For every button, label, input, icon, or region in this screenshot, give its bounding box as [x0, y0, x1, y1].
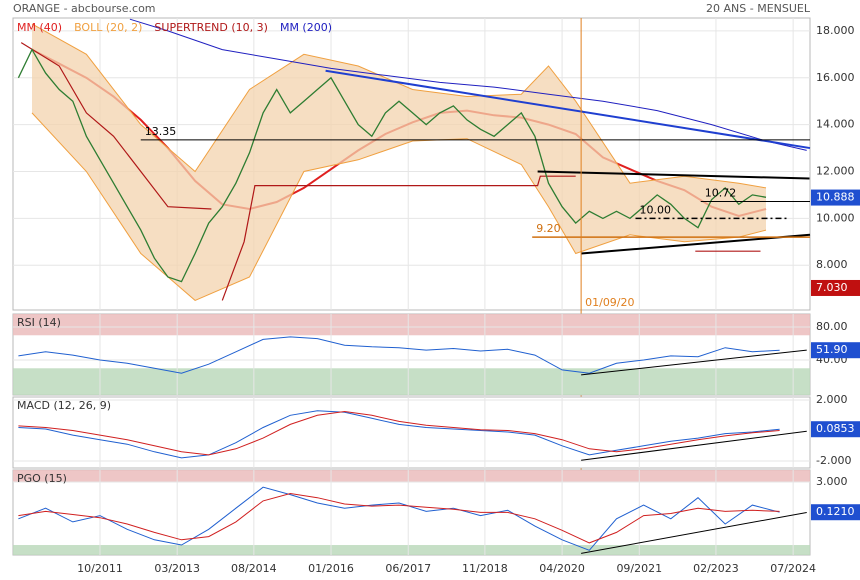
- y-tick-label: 3.000: [816, 475, 848, 488]
- y-tick-label: 2.000: [816, 393, 848, 406]
- value-badge-label: 51.90: [816, 343, 848, 356]
- header-period: 20 ANS - MENSUEL: [706, 2, 811, 15]
- value-badge: [811, 279, 860, 296]
- trend-line: [581, 511, 807, 554]
- value-badge: [811, 504, 860, 521]
- header-title: ORANGE - abcbourse.com: [13, 2, 156, 15]
- value-badge-label: 10.888: [816, 191, 855, 204]
- x-tick-label: 10/2011: [77, 562, 123, 575]
- value-badge: [811, 342, 860, 359]
- series-line: [17, 48, 767, 283]
- x-tick-label: 08/2014: [231, 562, 277, 575]
- legend-entry: BOLL (20, 2): [74, 21, 142, 34]
- x-tick-label: 02/2023: [693, 562, 739, 575]
- trend-line: [581, 349, 807, 376]
- panel-frame: [12, 469, 811, 556]
- panel: 18.000 16.000 14.000 12.000 10.000 8.000 13.35…: [12, 17, 860, 555]
- series-line: [18, 492, 780, 544]
- y-tick-label: 80.00: [816, 320, 848, 333]
- trend-line: [325, 69, 811, 150]
- x-tick-label: 04/2020: [539, 562, 585, 575]
- y-tick-label: 16.000: [816, 71, 855, 84]
- value-badge: [811, 189, 860, 206]
- panel-title: RSI (14): [17, 316, 61, 329]
- series-line: [18, 410, 780, 459]
- legend-entry: MM (40): [17, 21, 62, 34]
- y-tick-label: 10.000: [816, 211, 855, 224]
- value-badge-label: 0.1210: [816, 505, 855, 518]
- series-line: [18, 336, 780, 374]
- panel-frame: [12, 396, 811, 469]
- value-badge-label: 7.030: [816, 281, 848, 294]
- line-label: 10.72: [705, 186, 737, 199]
- zone: [13, 470, 810, 482]
- panel: 3.000 PGO (15) 0.1210 10/2011 03/2013 08/2014…: [12, 469, 860, 575]
- panel-title: PGO (15): [17, 472, 67, 485]
- y-tick-label: 8.000: [816, 258, 848, 271]
- x-tick-label: 11/2018: [462, 562, 508, 575]
- x-tick-label: 06/2017: [385, 562, 431, 575]
- line-label: 10.00: [639, 203, 671, 216]
- y-tick-label: 18.000: [816, 24, 855, 37]
- value-badge: [811, 421, 860, 438]
- legend-entry: SUPERTREND (10, 3): [154, 21, 268, 34]
- x-tick-label: 09/2021: [616, 562, 662, 575]
- x-tick-label: 01/2016: [308, 562, 354, 575]
- y-tick-label: 14.000: [816, 118, 855, 131]
- band-upper: [31, 23, 767, 189]
- panel-title: MACD (12, 26, 9): [17, 399, 111, 412]
- panel: 2.000 -2.000 MACD (12, 26, 9) 0.0853: [12, 393, 860, 469]
- trend-line: [581, 430, 807, 461]
- y-tick-label: 12.000: [816, 164, 855, 177]
- line-label: 13.35: [145, 125, 177, 138]
- trend-line: [537, 170, 810, 180]
- series-line: [129, 18, 807, 151]
- x-tick-label: 03/2013: [154, 562, 200, 575]
- x-tick-label: 07/2024: [770, 562, 816, 575]
- line-label: 9.20: [536, 222, 561, 235]
- band-area: [32, 23, 766, 301]
- zone: [13, 545, 810, 555]
- zone: [13, 314, 810, 336]
- y-tick-label: -2.000: [816, 454, 851, 467]
- series-line: [18, 486, 780, 551]
- value-badge-label: 0.0853: [816, 422, 855, 435]
- series-line: [18, 410, 780, 456]
- trend-line: [581, 233, 811, 255]
- legend-entry: MM (200): [280, 21, 332, 34]
- zone: [13, 368, 810, 395]
- line-label: 01/09/20: [585, 296, 634, 309]
